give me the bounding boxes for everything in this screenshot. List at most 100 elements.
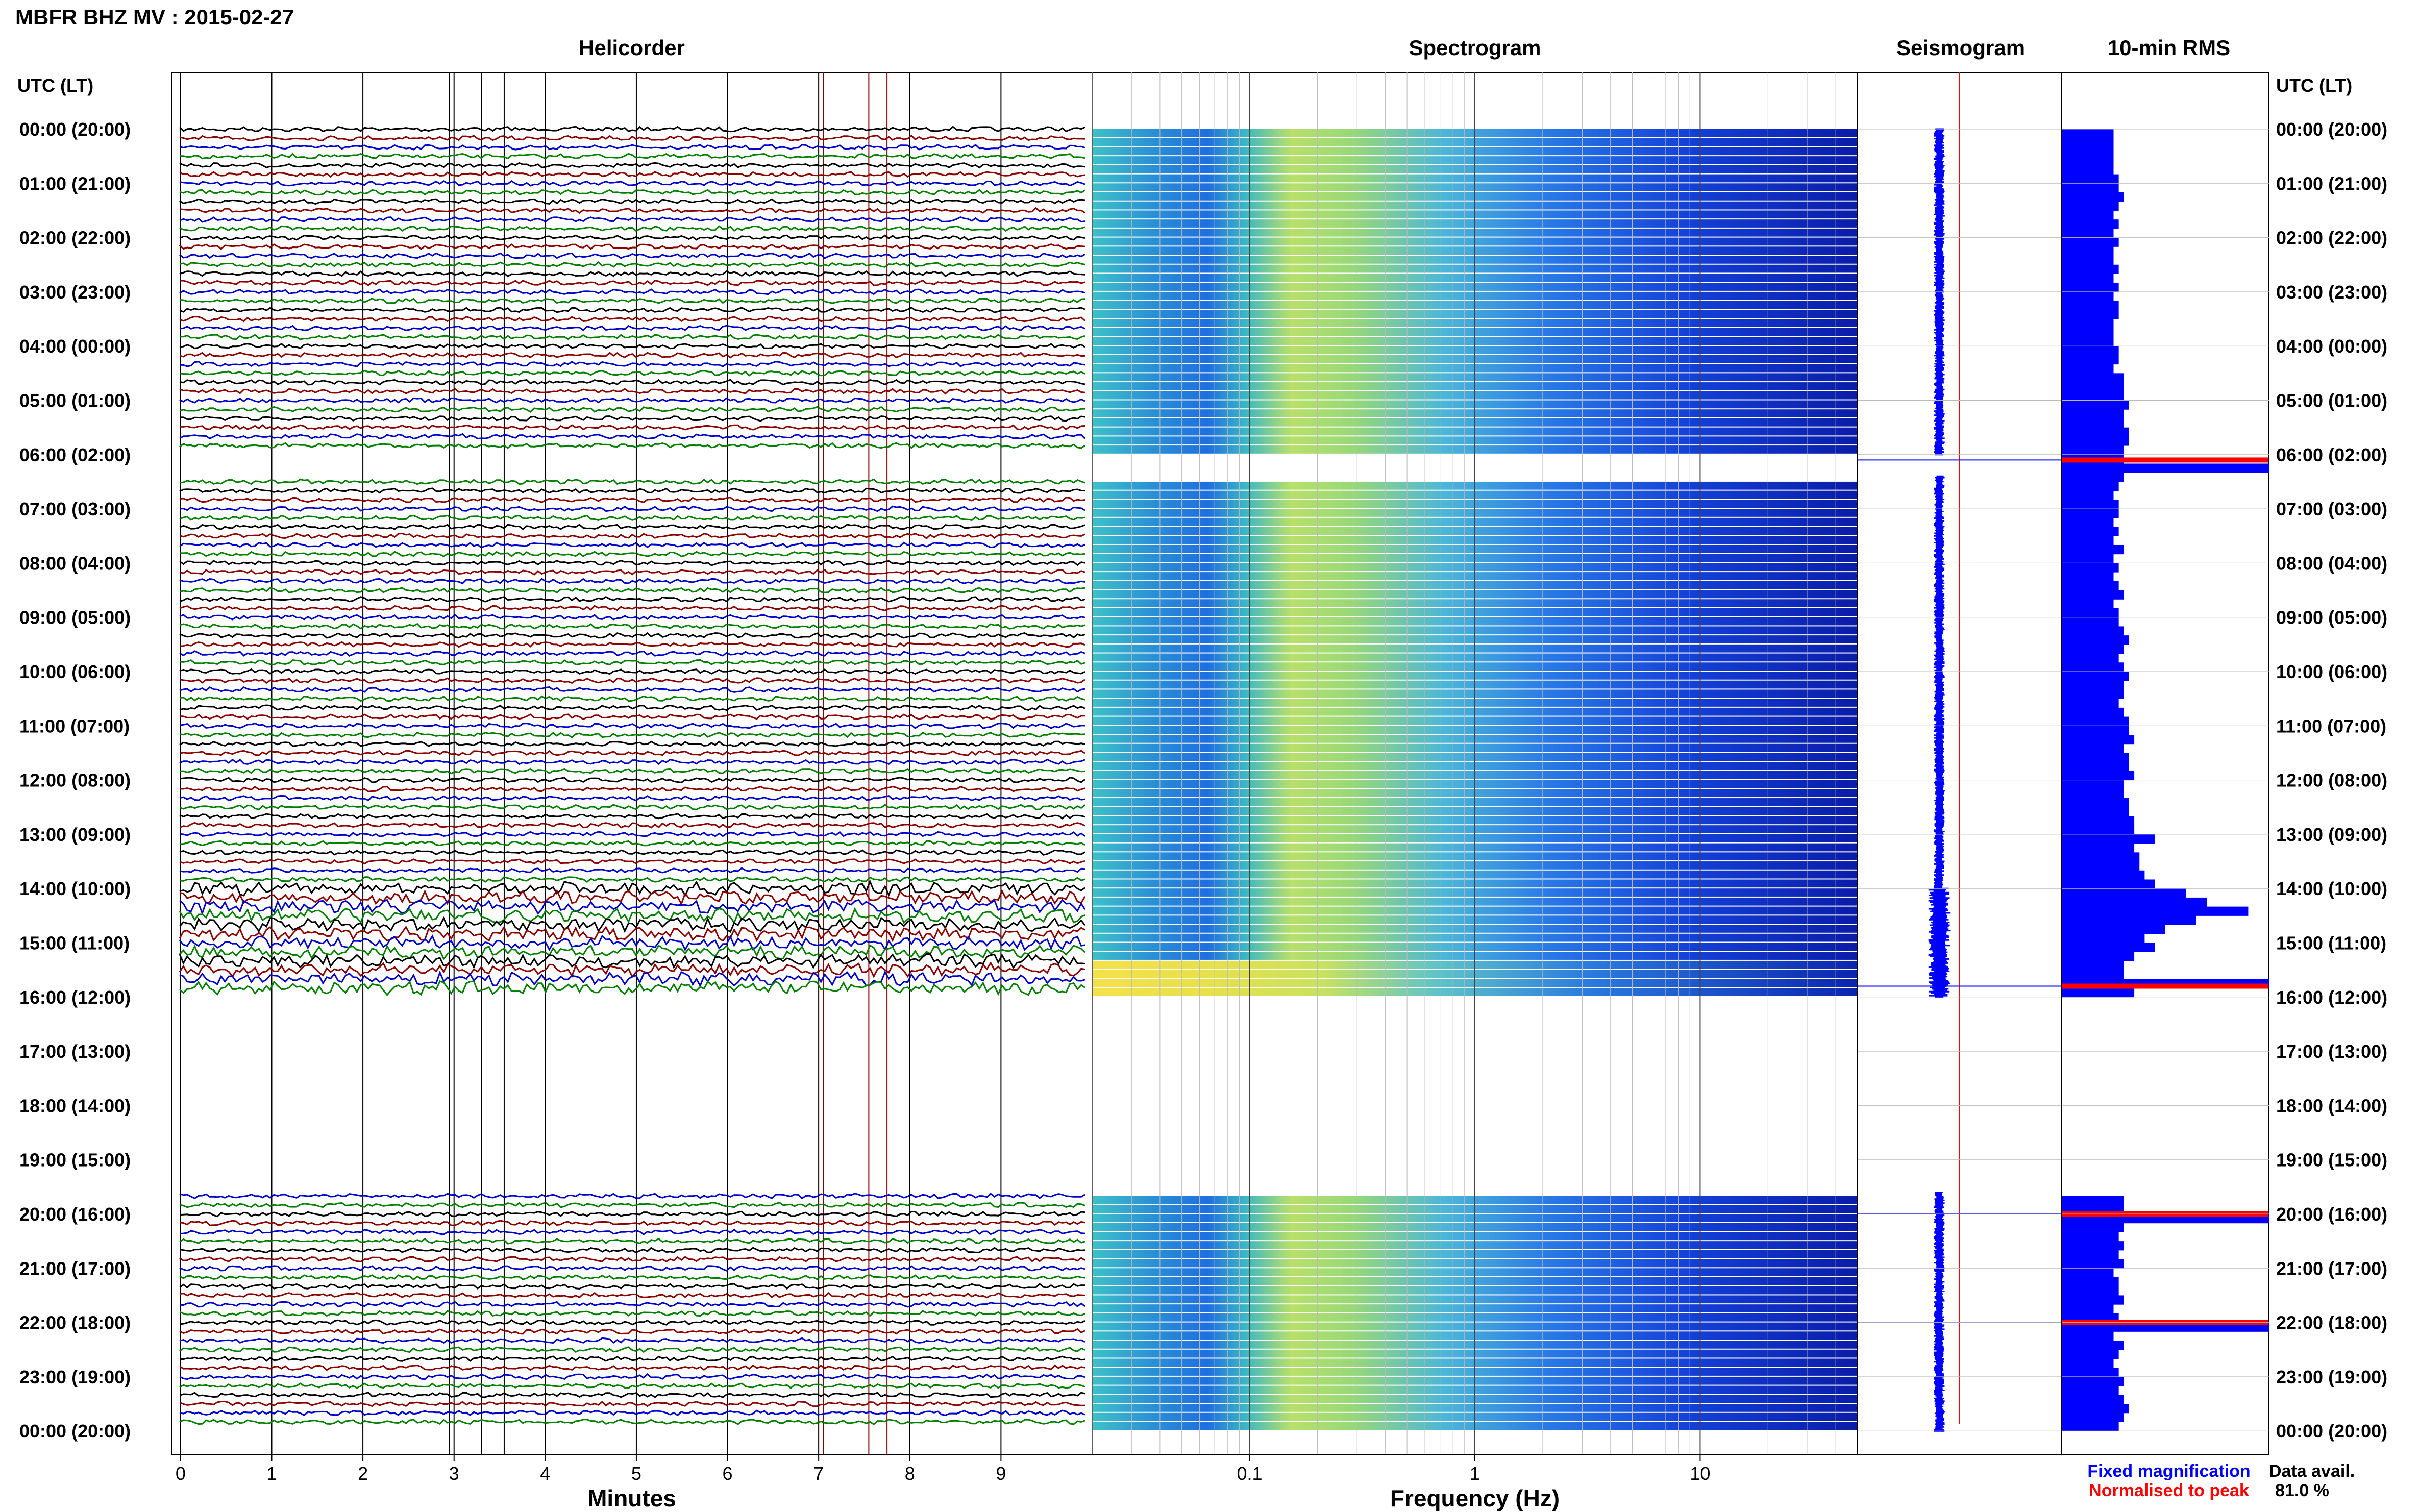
time-label: 10:00 (06:00)	[2276, 661, 2387, 682]
rms-bar	[2062, 210, 2114, 220]
helicorder-tick-label: 0	[176, 1463, 186, 1484]
rms-bar	[2062, 599, 2114, 609]
rms-bar	[2062, 1277, 2119, 1287]
rms-bar	[2062, 825, 2135, 835]
helicorder-trace	[179, 578, 1085, 585]
rms-bar	[2062, 400, 2129, 410]
rms-bar	[2062, 1422, 2119, 1431]
helicorder-trace	[179, 813, 1085, 820]
time-axis-header-right: UTC (LT)	[2276, 75, 2352, 96]
rms-bar	[2062, 1358, 2114, 1368]
rms-bar	[2062, 1232, 2119, 1242]
helicorder-tick-label: 5	[631, 1463, 641, 1484]
time-labels-right: 00:00 (20:00) 01:00 (21:00) 02:00 (22:00) 0…	[2276, 119, 2387, 1442]
rms-bar	[2062, 445, 2124, 455]
rms-bar	[2062, 626, 2124, 636]
helicorder-trace	[179, 532, 1085, 540]
helicorder-trace	[179, 731, 1085, 738]
helicorder-trace	[179, 568, 1085, 576]
helicorder-trace	[179, 288, 1085, 295]
time-label: 11:00 (07:00)	[2276, 715, 2386, 736]
time-label: 05:00 (01:00)	[19, 390, 131, 411]
rms-bar	[2062, 355, 2119, 365]
helicorder-trace	[179, 1409, 1085, 1417]
helicorder-trace	[179, 695, 1085, 702]
seismogram-trace	[1928, 475, 1951, 998]
helicorder-trace	[179, 180, 1085, 187]
rms-bar	[2062, 328, 2114, 337]
rms-bar	[2062, 843, 2135, 853]
rms-bar	[2062, 463, 2269, 473]
time-label: 03:00 (23:00)	[19, 282, 131, 303]
helicorder-trace	[179, 1419, 1085, 1425]
helicorder-trace	[179, 1265, 1085, 1272]
spectrogram-tick-label: 1	[1470, 1463, 1480, 1484]
helicorder-trace	[179, 867, 1085, 874]
helicorder-trace	[179, 750, 1085, 757]
time-label: 18:00 (14:00)	[19, 1095, 131, 1116]
rms-bar	[2062, 1295, 2124, 1305]
time-label: 16:00 (12:00)	[19, 987, 131, 1008]
rms-bar	[2062, 1250, 2119, 1260]
rms-bar	[2062, 1223, 2124, 1232]
helicorder-trace	[179, 1319, 1085, 1326]
helicorder-trace	[179, 143, 1085, 151]
helicorder-trace	[179, 361, 1085, 367]
rms-bar	[2062, 147, 2114, 157]
rms-bar	[2062, 762, 2129, 772]
time-label: 22:00 (18:00)	[2276, 1312, 2387, 1333]
rms-bar	[2062, 590, 2124, 600]
helicorder-trace	[179, 686, 1085, 693]
helicorder-trace	[180, 415, 1085, 422]
helicorder-trace	[179, 442, 1085, 449]
helicorder-trace	[179, 497, 1085, 503]
rms-bar	[2062, 1331, 2114, 1341]
rms-bar	[2062, 1349, 2119, 1359]
helicorder-trace	[179, 388, 1085, 395]
helicorder-trace	[180, 424, 1085, 431]
rms-bar	[2062, 274, 2114, 283]
helicorder-trace	[179, 899, 1086, 915]
rms-bar	[2062, 1268, 2114, 1278]
helicorder-trace	[179, 944, 1086, 960]
time-label: 09:00 (05:00)	[2276, 607, 2387, 628]
helicorder-trace	[179, 126, 1085, 133]
data-availability-value: 81.0 %	[2275, 1481, 2329, 1500]
time-axis-header-left: UTC (LT)	[17, 75, 93, 96]
rms-bar	[2062, 726, 2129, 735]
helicorder-trace	[179, 970, 1085, 988]
time-label: 17:00 (13:00)	[19, 1041, 131, 1062]
time-label: 20:00 (16:00)	[19, 1204, 131, 1225]
rms-bar	[2062, 165, 2114, 175]
helicorder-trace	[179, 785, 1085, 792]
spectrogram-tick-label: 10	[1690, 1463, 1710, 1484]
time-label: 19:00 (15:00)	[2276, 1150, 2387, 1171]
spectrogram-panel: 0.1 1 10	[1092, 72, 1858, 1484]
rms-bar	[2062, 264, 2119, 274]
rms-bar	[2062, 699, 2119, 708]
helicorder-trace	[179, 325, 1085, 332]
helicorder-tick-label: 1	[266, 1463, 277, 1484]
rms-bar	[2062, 201, 2119, 211]
spectrogram-xlabel: Frequency (Hz)	[1390, 1485, 1560, 1511]
helicorder-trace	[179, 298, 1085, 304]
helicorder-trace	[179, 261, 1085, 268]
helicorder-trace	[179, 804, 1085, 810]
spectrogram-tick-label: 0.1	[1237, 1463, 1263, 1484]
time-label: 10:00 (06:00)	[19, 661, 131, 682]
time-labels-left: 00:00 (20:00) 01:00 (21:00) 02:00 (22:00) 0…	[19, 119, 131, 1442]
rms-bar	[2062, 644, 2124, 654]
helicorder-trace	[179, 1364, 1085, 1371]
rms-bar	[2062, 1241, 2124, 1251]
helicorder-trace	[179, 876, 1085, 883]
helicorder-trace	[179, 225, 1085, 232]
helicorder-trace	[179, 1220, 1085, 1226]
rms-bar	[2062, 256, 2114, 265]
helicorder-trace	[179, 343, 1085, 350]
rms-bar	[2062, 617, 2119, 627]
helicorder-trace	[179, 134, 1085, 141]
seismogram-trace	[1934, 1192, 1945, 1432]
rms-bar	[2062, 870, 2145, 880]
helicorder-trace	[179, 1382, 1085, 1390]
